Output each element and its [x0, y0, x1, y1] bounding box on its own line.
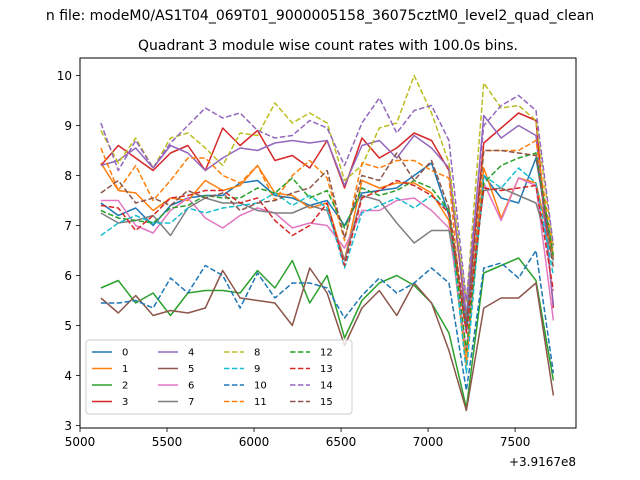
y-tick-label: 10: [57, 69, 72, 83]
legend-label-10: 10: [254, 381, 267, 392]
series-line-9: [100, 167, 555, 374]
legend-label-7: 7: [188, 397, 194, 408]
x-tick-label: 5000: [65, 435, 96, 449]
y-tick-label: 4: [64, 369, 72, 383]
legend-label-1: 1: [122, 364, 128, 375]
legend-frame: [85, 339, 353, 415]
figure-suptitle: n file: modeM0/AS1T04_069T01_9000005158_…: [46, 8, 594, 24]
y-tick-label: 5: [64, 319, 72, 333]
y-axis-ticks: 3 4 5 6 7 8 9 10: [57, 69, 80, 433]
series-line-15: [100, 149, 555, 327]
legend-label-15: 15: [320, 397, 333, 408]
legend-label-8: 8: [254, 348, 260, 359]
legend-label-14: 14: [320, 381, 333, 392]
series-line-11: [100, 139, 555, 359]
x-tick-label: 7000: [413, 435, 444, 449]
legend-label-11: 11: [254, 397, 267, 408]
legend-label-13: 13: [320, 364, 333, 375]
legend-label-12: 12: [320, 348, 333, 359]
y-tick-label: 9: [64, 119, 72, 133]
legend-label-5: 5: [188, 364, 194, 375]
legend-label-6: 6: [188, 381, 194, 392]
series-line-2: [100, 257, 555, 409]
x-axis-ticks: 5000 5500 6000 6500 7000 7500: [65, 428, 531, 449]
series-layer: [100, 74, 555, 412]
y-tick-label: 6: [64, 269, 72, 283]
y-tick-label: 3: [64, 419, 72, 433]
legend-label-4: 4: [188, 348, 194, 359]
x-tick-label: 5500: [152, 435, 183, 449]
legend-label-9: 9: [254, 364, 260, 375]
legend-label-3: 3: [122, 397, 128, 408]
chart-title: Quadrant 3 module wise count rates with …: [138, 38, 518, 54]
x-tick-label: 6000: [239, 435, 270, 449]
x-tick-label: 7500: [500, 435, 531, 449]
legend-label-2: 2: [122, 381, 128, 392]
y-tick-label: 7: [64, 219, 72, 233]
series-line-5: [100, 267, 555, 412]
series-line-10: [100, 249, 555, 392]
x-axis-offset-label: +3.9167e8: [509, 455, 576, 469]
axes-frame: [79, 57, 577, 429]
x-tick-label: 6500: [326, 435, 357, 449]
series-line-8: [100, 74, 555, 304]
series-line-13: [100, 179, 555, 334]
y-tick-label: 8: [64, 169, 72, 183]
legend-label-0: 0: [122, 348, 128, 359]
